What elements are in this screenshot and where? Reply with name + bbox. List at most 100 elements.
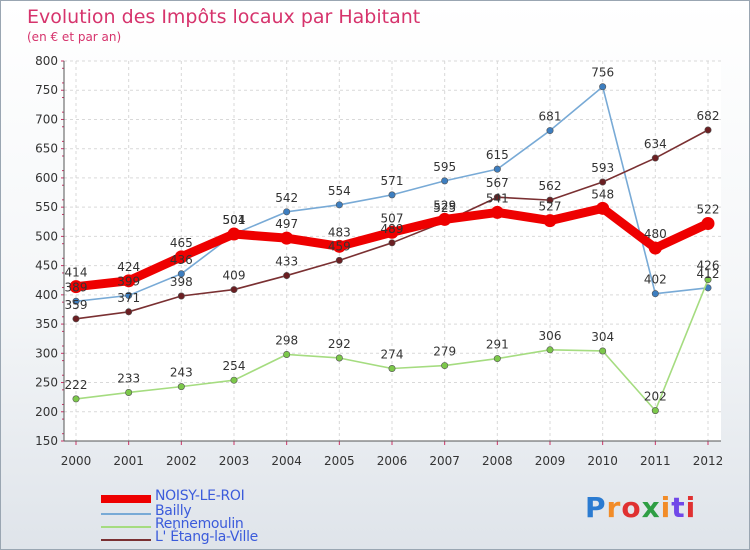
data-label: 756 (591, 66, 614, 80)
data-label: 497 (275, 217, 298, 231)
logo-letter: P (585, 491, 607, 524)
x-tick-label: 2010 (587, 454, 618, 468)
data-point (230, 376, 238, 384)
data-point (125, 388, 133, 396)
y-tick-label: 150 (35, 434, 58, 448)
data-point (651, 407, 659, 415)
data-point (543, 214, 557, 228)
data-point (332, 239, 346, 253)
data-label: 681 (539, 110, 562, 124)
data-point (599, 83, 607, 91)
data-point (648, 241, 662, 255)
data-point (125, 308, 133, 316)
data-label: 571 (381, 174, 404, 188)
data-label: 371 (117, 291, 140, 305)
data-label: 279 (433, 345, 456, 359)
x-tick-label: 2007 (429, 454, 460, 468)
x-tick-label: 2001 (113, 454, 144, 468)
data-point (227, 227, 241, 241)
data-point (283, 208, 291, 216)
data-point (546, 346, 554, 354)
data-point (72, 297, 80, 305)
legend-label-rennemoulin: Rennemoulin (155, 516, 244, 532)
data-label: 202 (644, 390, 667, 404)
x-tick-label: 2009 (535, 454, 566, 468)
data-label: 548 (591, 187, 614, 201)
legend-swatch-etang-la-ville (101, 539, 151, 541)
data-label: 562 (539, 179, 562, 193)
chart-subtitle: (en € et par an) (27, 30, 122, 44)
y-tick-label: 550 (35, 200, 58, 214)
x-tick-label: 2005 (324, 454, 355, 468)
data-label: 542 (275, 191, 298, 205)
legend-swatch-noisy-le-roi (101, 495, 151, 503)
y-tick-label: 600 (35, 171, 58, 185)
data-point (704, 126, 712, 134)
data-label: 399 (117, 274, 140, 288)
data-point (335, 201, 343, 209)
data-point (72, 315, 80, 323)
data-point (438, 212, 452, 226)
data-point (385, 225, 399, 239)
data-point (490, 205, 504, 219)
data-label: 593 (591, 161, 614, 175)
data-point (177, 383, 185, 391)
data-label: 483 (328, 225, 351, 239)
logo-letter: x (641, 491, 661, 524)
y-tick-label: 500 (35, 229, 58, 243)
data-label: 409 (223, 269, 246, 283)
data-point (651, 290, 659, 298)
data-point (177, 270, 185, 278)
data-point (388, 191, 396, 199)
data-point (174, 250, 188, 264)
data-label: 634 (644, 137, 667, 151)
logo-letter: t (671, 491, 686, 524)
legend-label-bailly: Bailly (155, 503, 192, 519)
data-label: 254 (223, 359, 246, 373)
data-label: 682 (697, 109, 720, 123)
legend-swatch-bailly (101, 513, 151, 515)
data-point (72, 395, 80, 403)
data-point (493, 355, 501, 363)
data-point (177, 292, 185, 300)
data-point (546, 127, 554, 135)
y-tick-label: 300 (35, 346, 58, 360)
x-tick-label: 2000 (61, 454, 92, 468)
data-label: 595 (433, 160, 456, 174)
data-label: 359 (65, 298, 88, 312)
x-tick-label: 2004 (271, 454, 302, 468)
data-label: 243 (170, 366, 193, 380)
data-label: 306 (539, 329, 562, 343)
data-point (388, 239, 396, 247)
data-point (230, 286, 238, 294)
chart-title: Evolution des Impôts locaux par Habitant (27, 6, 421, 28)
legend-label-etang-la-ville: L' Étang-la-Ville (155, 529, 258, 545)
data-point (388, 365, 396, 373)
proxiti-logo: Proxiti (585, 491, 696, 524)
data-label: 504 (223, 213, 246, 227)
data-label: 525 (433, 201, 456, 215)
y-tick-label: 400 (35, 288, 58, 302)
data-point (335, 256, 343, 264)
data-point (280, 231, 294, 245)
logo-letter: i (660, 491, 672, 524)
x-tick-label: 2011 (640, 454, 671, 468)
data-label: 529 (433, 198, 456, 212)
data-label: 398 (170, 275, 193, 289)
data-label: 567 (486, 176, 509, 190)
data-label: 527 (539, 200, 562, 214)
data-label: 507 (381, 211, 404, 225)
data-label: 274 (381, 348, 404, 362)
data-point (651, 154, 659, 162)
data-point (493, 165, 501, 173)
data-label: 291 (486, 338, 509, 352)
data-label: 412 (697, 267, 720, 281)
logo-letter: i (685, 491, 697, 524)
y-tick-label: 250 (35, 376, 58, 390)
y-tick-label: 700 (35, 112, 58, 126)
data-point (283, 350, 291, 358)
data-label: 298 (275, 333, 298, 347)
x-tick-label: 2008 (482, 454, 513, 468)
